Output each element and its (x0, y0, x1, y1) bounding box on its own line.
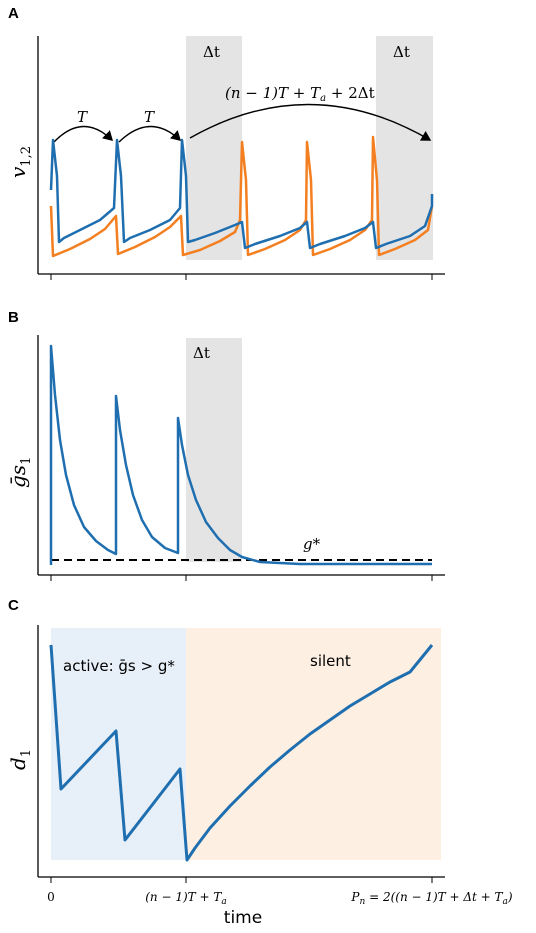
arrow-label-1: T (77, 108, 88, 126)
period-arrow-2 (118, 125, 182, 143)
ylabel-b: ḡs1 (6, 457, 34, 488)
period-arrow-1 (53, 125, 114, 143)
panel-a-letter: A (8, 5, 19, 22)
panel-b: B Δt ḡs1 g* (6, 309, 445, 581)
long-arrow (189, 103, 432, 141)
delta-t-label-1: Δt (203, 43, 220, 61)
v2-trace (49, 135, 434, 258)
gs1-trace (49, 344, 432, 566)
g-star-label: g* (303, 535, 321, 553)
v1-trace (49, 138, 434, 250)
panel-c: C active: ḡs > g* silent d1 (6, 597, 445, 883)
panel-c-letter: C (8, 597, 19, 614)
silent-label: silent (310, 652, 351, 670)
x-axis-labels: 0 (n − 1)T + Ta Pn = 2((n − 1)T + Δt + T… (47, 890, 513, 928)
tick-label-zero: 0 (47, 890, 55, 904)
active-label: active: ḡs > g* (63, 657, 175, 675)
delta-t-label-2: Δt (393, 43, 410, 61)
arrow-label-2: T (144, 108, 155, 126)
delta-t-region-1 (186, 36, 242, 260)
panel-a: A Δt Δt v1,2 T T (n − 1)T + Ta + 2Δt (6, 5, 445, 280)
d1-trace (49, 644, 434, 862)
x-axis-title: time (224, 908, 262, 928)
delta-t-region-b (186, 338, 242, 562)
tick-label-period: Pn = 2((n − 1)T + Δt + Ta) (350, 890, 513, 907)
delta-t-region-2 (376, 36, 433, 260)
delta-t-label-b: Δt (193, 344, 210, 362)
panel-b-letter: B (8, 309, 19, 326)
ylabel-c: d1 (6, 749, 34, 770)
silent-region (186, 628, 441, 860)
tick-label-mid: (n − 1)T + Ta (145, 890, 226, 907)
ylabel-a: v1,2 (6, 146, 34, 178)
arrow-label-3: (n − 1)T + Ta + 2Δt (225, 84, 375, 104)
